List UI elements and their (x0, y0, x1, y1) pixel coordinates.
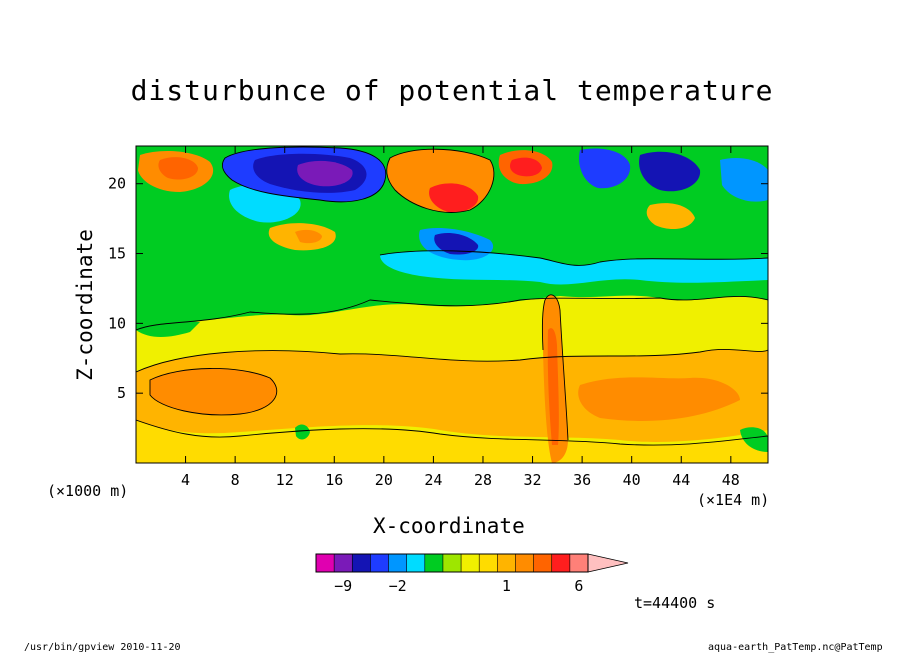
colorbar-segment (569, 553, 589, 573)
region-green-surface-1 (295, 424, 310, 440)
region-purple-top (297, 160, 353, 187)
footer-right: aqua-earth_PatTemp.nc@PatTemp (708, 642, 883, 653)
colorbar: −9 −2 1 6 (315, 553, 629, 595)
region-blue-right-3 (720, 158, 768, 202)
region-green-left (136, 318, 200, 337)
colorbar-segment (333, 553, 353, 573)
region-surface (136, 420, 768, 463)
colorbar-segment (406, 553, 426, 573)
region-blue-right-1 (579, 148, 631, 189)
colorbar-segment (551, 553, 571, 573)
colorbar-segment (478, 553, 498, 573)
region-warm-mid-left-core (295, 229, 322, 244)
footer-left: /usr/bin/gpview 2010-11-20 (24, 642, 181, 653)
region-warm-right-1 (646, 203, 695, 230)
time-annotation: t=44400 s (634, 594, 716, 612)
colorbar-label: −9 (334, 577, 352, 595)
x-axis-title: X-coordinate (373, 514, 525, 538)
x-unit-label: (×1000 m) (47, 482, 129, 500)
colorbar-label: 1 (502, 577, 511, 595)
x-tick-label: 12 (276, 471, 294, 489)
y-tick-label: 20 (108, 175, 126, 193)
y-axis: 5 10 15 20 (108, 175, 768, 402)
x-tick-label: 48 (722, 471, 740, 489)
colorbar-label: −2 (389, 577, 407, 595)
colorbar-segment (515, 553, 535, 573)
colorbar-segment (388, 553, 408, 573)
region-green-surface-2 (740, 427, 768, 452)
x-tick-label: 40 (623, 471, 641, 489)
x-tick-label: 16 (325, 471, 343, 489)
plot-frame (135, 145, 769, 464)
y-tick-label: 10 (108, 314, 126, 332)
x-tick-label: 24 (424, 471, 442, 489)
colorbar-segment (533, 553, 553, 573)
x-axis: 4 8 12 16 20 24 28 32 36 40 44 48 (181, 146, 740, 489)
colorbar-label: 6 (574, 577, 583, 595)
x-tick-label: 28 (474, 471, 492, 489)
x-tick-label: 4 (181, 471, 190, 489)
x-tick-label: 8 (231, 471, 240, 489)
colorbar-segment (442, 553, 462, 573)
contour-lines (136, 146, 768, 446)
colorbar-segment (351, 553, 371, 573)
y-axis-title: Z-coordinate (73, 229, 97, 381)
x-tick-label: 32 (524, 471, 542, 489)
x-tick-label: 44 (672, 471, 690, 489)
region-warm-core-mid (429, 183, 479, 213)
x-unit-label-right: (×1E4 m) (697, 491, 770, 509)
x-tick-label: 36 (573, 471, 591, 489)
colorbar-frame (315, 553, 589, 573)
region-lower-core-right (578, 377, 740, 421)
y-tick-label: 5 (117, 384, 126, 402)
y-tick-label: 15 (108, 245, 126, 263)
region-blue-right-2 (639, 151, 701, 192)
region-lower-core (150, 368, 277, 415)
colorbar-segment (424, 553, 444, 573)
region-warm-top-left-core (158, 157, 198, 180)
colorbar-segment (497, 553, 517, 573)
colorbar-segment (460, 553, 480, 573)
x-tick-label: 20 (375, 471, 393, 489)
colorbar-segment (315, 553, 335, 573)
region-darkblue-1 (434, 233, 479, 255)
region-warm-core-right (510, 157, 542, 177)
colorbar-extend-arrow (587, 553, 629, 573)
chart-title: disturbunce of potential temperature (130, 74, 774, 107)
heatmap-field (136, 146, 768, 463)
colorbar-segment (370, 553, 390, 573)
